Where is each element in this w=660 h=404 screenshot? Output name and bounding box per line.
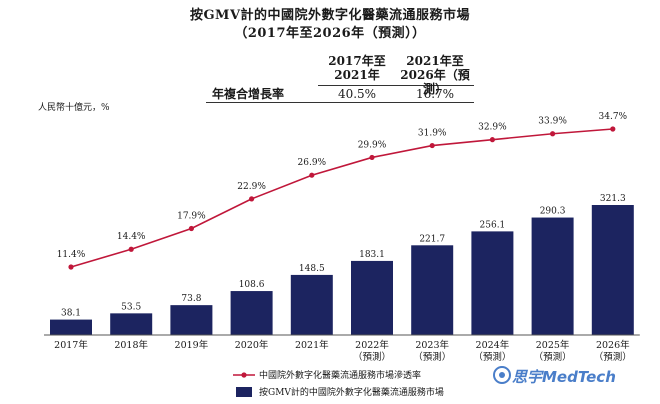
legend-line-marker <box>241 372 247 378</box>
line-point-8 <box>550 131 556 137</box>
line-point-2 <box>188 225 194 232</box>
bar-3 <box>230 291 273 335</box>
line-point-6 <box>429 142 435 149</box>
cagr-header-period1-line2: 2021年 <box>334 68 380 82</box>
cagr-row: 年複合增長率 40.5% 16.7% <box>206 87 474 103</box>
watermark-text: 思宇MedTech <box>512 368 616 386</box>
line-value-label-6: 31.9% <box>418 129 447 139</box>
bar-7 <box>471 231 514 335</box>
bar-8 <box>531 217 574 335</box>
line-point-3 <box>249 196 255 202</box>
cagr-header-period1-line1: 2017年至 <box>328 54 386 68</box>
wechat-logo-icon <box>493 366 511 384</box>
bar-value-label-9: 321.3 <box>600 194 626 204</box>
bar-value-label-1: 53.5 <box>121 302 141 312</box>
line-value-label-9: 34.7% <box>599 112 628 122</box>
bar-1 <box>110 313 153 335</box>
bar-value-label-2: 73.8 <box>181 294 201 304</box>
legend-line-label: 中國院外數字化醫藥流通服務市場滲透率 <box>259 369 421 381</box>
line-point-0 <box>68 264 74 270</box>
x-tick-label-7: 2024年 <box>476 339 510 351</box>
x-tick-label-8: 2025年 <box>536 339 570 351</box>
line-point-4 <box>309 172 315 178</box>
x-tick-label-3: 2020年 <box>235 339 269 351</box>
x-tick-sublabel-7: （預測） <box>473 351 511 363</box>
bar-value-label-0: 38.1 <box>61 309 81 319</box>
bar-value-label-7: 256.1 <box>480 220 506 230</box>
line-value-label-8: 33.9% <box>538 117 567 127</box>
legend-bar-swatch <box>236 387 252 397</box>
x-tick-label-2: 2019年 <box>175 339 209 351</box>
bar-value-label-3: 108.6 <box>239 280 265 290</box>
chart-title-line2: （2017年至2026年（預測）） <box>234 26 426 41</box>
line-value-label-3: 22.9% <box>237 182 266 192</box>
cagr-value-period2: 16.7% <box>415 87 455 101</box>
bar-2 <box>170 305 213 335</box>
x-tick-label-1: 2018年 <box>114 339 148 351</box>
x-tick-sublabel-8: （預測） <box>534 351 572 363</box>
bar-0 <box>50 319 92 335</box>
cagr-row-label: 年複合增長率 <box>212 87 285 101</box>
line-value-label-5: 29.9% <box>358 140 387 150</box>
bar-5 <box>351 260 393 335</box>
x-tick-label-6: 2023年 <box>415 339 449 351</box>
cagr-header-period2: 2021年至 2026年（預測） <box>396 54 474 96</box>
x-tick-sublabel-5: （預測） <box>353 351 391 363</box>
line-point-1 <box>128 246 134 252</box>
line-point-9 <box>610 126 616 132</box>
bar-value-label-4: 148.5 <box>299 264 325 274</box>
cagr-header-period2-line1: 2021年至 <box>406 54 464 68</box>
unit-label: 人民幣十億元，% <box>38 103 110 113</box>
bar-value-label-6: 221.7 <box>419 234 445 244</box>
line-point-7 <box>489 137 495 143</box>
bar-4 <box>290 274 333 335</box>
x-tick-sublabel-6: （預測） <box>413 351 451 363</box>
x-tick-label-4: 2021年 <box>295 339 329 351</box>
bar-6 <box>411 245 454 335</box>
x-tick-label-9: 2026年 <box>596 339 630 351</box>
line-value-label-2: 17.9% <box>177 212 206 222</box>
x-tick-label-0: 2017年 <box>54 339 88 351</box>
cagr-value-period1: 40.5% <box>337 87 377 101</box>
chart-title-line1: 按GMV計的中國院外數字化醫藥流通服務市場 <box>189 8 471 23</box>
x-tick-label-5: 2022年 <box>355 339 389 351</box>
cagr-header-period1: 2017年至 2021年 <box>318 54 396 86</box>
line-value-label-0: 11.4% <box>57 250 86 260</box>
line-value-label-7: 32.9% <box>478 123 507 133</box>
x-tick-sublabel-9: （預測） <box>594 351 632 363</box>
line-value-label-4: 26.9% <box>298 158 327 168</box>
penetration-rate-line <box>70 128 613 268</box>
bar-value-label-5: 183.1 <box>359 250 385 260</box>
bar-9 <box>591 205 634 335</box>
legend-bar-label: 按GMV計的中國院外數字化醫藥流通服務市場 <box>259 386 444 398</box>
cagr-header-period2-line2: 2026年（預測） <box>400 68 470 96</box>
bar-value-label-8: 290.3 <box>540 207 566 217</box>
line-point-5 <box>369 154 375 161</box>
line-value-label-1: 14.4% <box>117 232 146 242</box>
